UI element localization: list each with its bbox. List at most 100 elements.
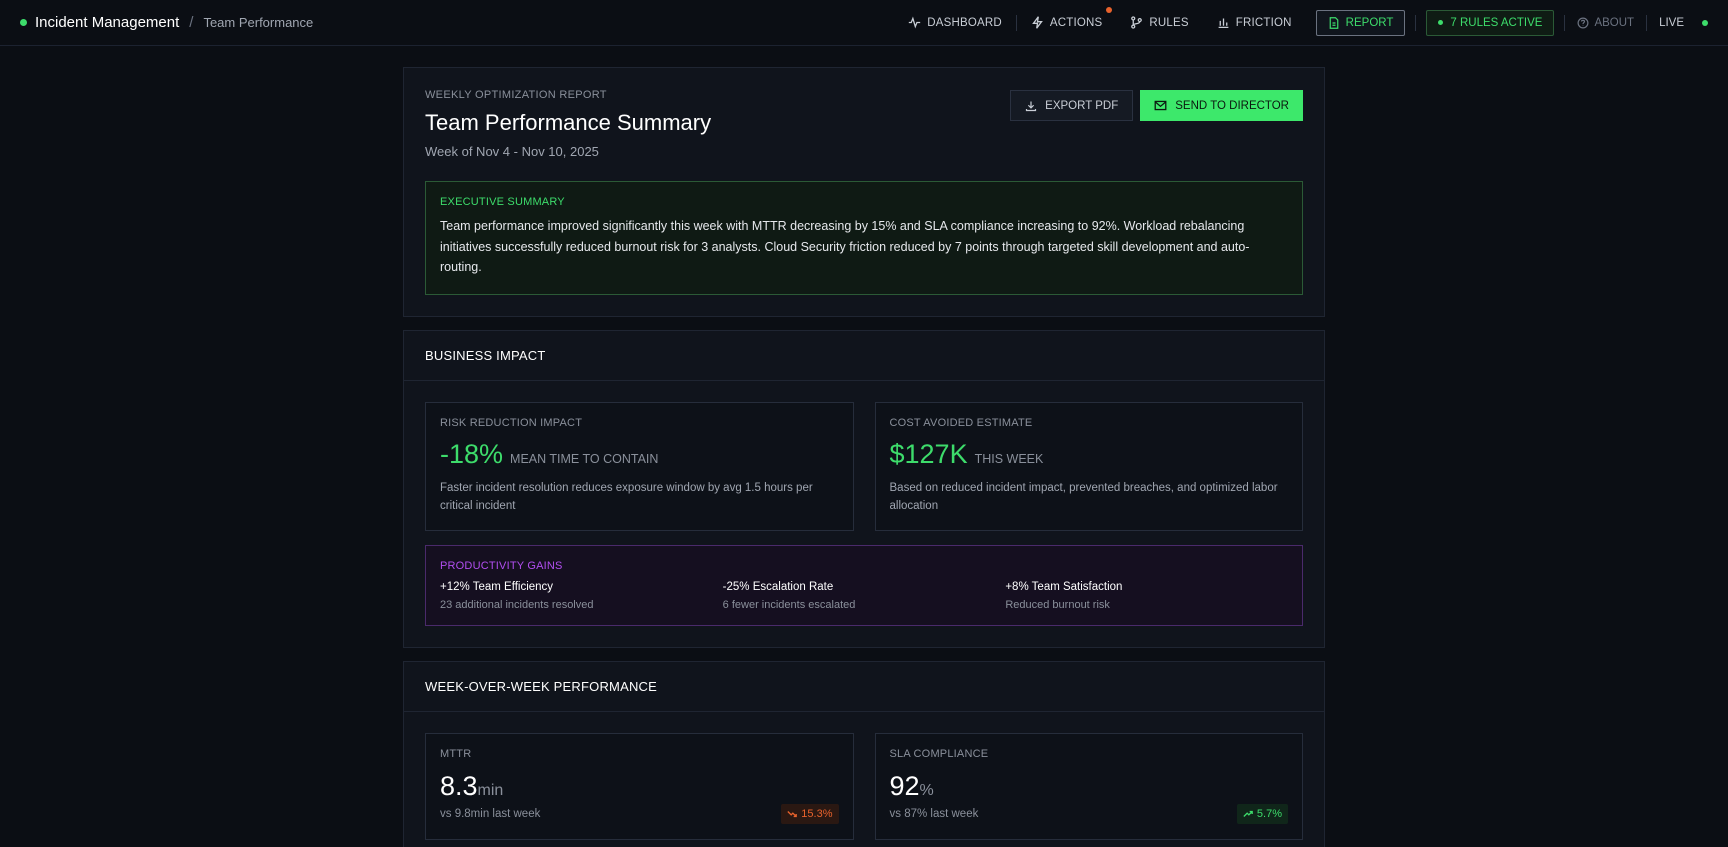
report-label: REPORT [1345,16,1394,29]
nav-item-friction[interactable]: FRICTION [1203,16,1306,29]
wow-body: MTTR 8.3 min vs 9.8min last week 15.3% [404,712,1324,847]
mail-icon [1154,100,1167,111]
productivity-item: +12% Team Efficiency 23 additional incid… [440,581,723,611]
report-week: Week of Nov 4 - Nov 10, 2025 [425,144,599,159]
app-title[interactable]: Incident Management [35,14,180,31]
export-pdf-button[interactable]: EXPORT PDF [1010,90,1134,121]
cost-avoided-unit: THIS WEEK [974,451,1044,466]
wow-performance-card: WEEK-OVER-WEEK PERFORMANCE MTTR 8.3 min … [403,660,1325,847]
nav-divider [1015,14,1017,31]
sla-label: SLA COMPLIANCE [889,747,989,760]
sla-card: SLA COMPLIANCE 92 % vs 87% last week 5.7… [874,732,1303,840]
report-eyebrow: WEEKLY OPTIMIZATION REPORT [425,89,607,101]
send-to-director-button[interactable]: SEND TO DIRECTOR [1140,90,1303,121]
branch-icon [1131,16,1143,29]
cost-avoided-desc: Based on reduced incident impact, preven… [889,481,1278,512]
productivity-item-sub: Reduced burnout risk [1005,598,1110,611]
mttr-row: 8.3 min [440,771,839,802]
bolt-icon [1032,16,1043,29]
mttr-vs: vs 9.8min last week [440,807,541,820]
page-title: Team Performance Summary [425,110,712,135]
productivity-item: +8% Team Satisfaction Reduced burnout ri… [1005,581,1288,611]
nav-item-label: DASHBOARD [927,16,1002,29]
report-header: WEEKLY OPTIMIZATION REPORT Team Performa… [425,89,1303,159]
live-indicator: LIVE [1647,17,1708,29]
sla-row: 92 % [890,771,1289,802]
business-impact-heading: BUSINESS IMPACT [404,331,1324,381]
sla-footer: vs 87% last week 5.7% [889,803,1288,824]
nav-item-dashboard[interactable]: DASHBOARD [894,16,1016,29]
nav-item-label: FRICTION [1235,16,1292,29]
productivity-item-sub: 6 fewer incidents escalated [722,598,856,611]
report-button[interactable]: REPORT [1315,9,1406,36]
productivity-item-title: -25% Escalation Rate [722,580,834,593]
notification-dot [1106,7,1113,13]
mttr-label: MTTR [440,747,472,760]
download-icon [1026,101,1037,111]
mttr-value: 8.3 [440,770,478,801]
mttr-unit: min [477,781,504,799]
productivity-item-title: +8% Team Satisfaction [1005,580,1123,593]
risk-reduction-value: -18% [440,438,504,469]
mttr-change: 15.3% [801,807,833,820]
risk-reduction-card: RISK REDUCTION IMPACT -18% MEAN TIME TO … [425,401,854,531]
help-icon [1577,17,1589,28]
live-dot [1702,19,1708,26]
nav-divider [1646,14,1648,31]
impact-grid: RISK REDUCTION IMPACT -18% MEAN TIME TO … [425,401,1303,531]
sla-value: 92 [889,770,920,801]
bar-chart-icon [1218,18,1229,29]
mttr-change-badge: 15.3% [781,803,839,824]
send-to-director-label: SEND TO DIRECTOR [1175,99,1289,112]
trend-down-icon [787,810,798,817]
rules-dot [1438,20,1444,25]
executive-summary-text: Team performance improved significantly … [440,219,1250,274]
document-icon [1329,16,1339,29]
breadcrumb: Incident Management / Team Performance [20,14,313,31]
risk-reduction-row: -18% MEAN TIME TO CONTAIN [440,439,839,470]
rules-active-badge[interactable]: 7 RULES ACTIVE [1426,9,1555,36]
trend-up-icon [1243,810,1253,817]
cost-avoided-card: COST AVOIDED ESTIMATE $127K THIS WEEK Ba… [874,401,1303,531]
report-actions: EXPORT PDF SEND TO DIRECTOR [1010,90,1303,121]
main-content: WEEKLY OPTIMIZATION REPORT Team Performa… [403,67,1325,847]
nav-menu: DASHBOARD ACTIONS RULES FRICTION REPORT … [894,7,1708,36]
productivity-grid: +12% Team Efficiency 23 additional incid… [440,581,1288,611]
business-impact-body: RISK REDUCTION IMPACT -18% MEAN TIME TO … [404,381,1324,647]
breadcrumb-separator: / [189,14,194,31]
nav-item-label: RULES [1149,16,1189,29]
cost-avoided-row: $127K THIS WEEK [890,439,1289,470]
business-impact-card: BUSINESS IMPACT RISK REDUCTION IMPACT -1… [403,329,1325,648]
sla-change: 5.7% [1256,807,1282,820]
wow-grid: MTTR 8.3 min vs 9.8min last week 15.3% [425,732,1303,840]
risk-reduction-desc: Faster incident resolution reduces expos… [440,481,813,512]
productivity-item: -25% Escalation Rate 6 fewer incidents e… [723,581,1006,611]
nav-divider [1415,14,1417,31]
about-label: ABOUT [1594,16,1635,29]
sla-vs: vs 87% last week [889,807,979,820]
wow-heading: WEEK-OVER-WEEK PERFORMANCE [404,662,1324,712]
nav-item-rules[interactable]: RULES [1116,16,1202,29]
top-nav: Incident Management / Team Performance D… [0,0,1728,46]
about-link[interactable]: ABOUT [1565,17,1646,29]
status-dot [20,19,27,26]
executive-summary: EXECUTIVE SUMMARY Team performance impro… [425,181,1303,295]
mttr-footer: vs 9.8min last week 15.3% [440,803,839,824]
pulse-icon [909,16,921,29]
nav-item-label: ACTIONS [1049,16,1103,29]
productivity-item-sub: 23 additional incidents resolved [440,598,594,611]
live-label: LIVE [1659,16,1684,29]
cost-avoided-label: COST AVOIDED ESTIMATE [889,416,1033,429]
productivity-gains: PRODUCTIVITY GAINS +12% Team Efficiency … [425,544,1303,626]
nav-item-actions[interactable]: ACTIONS [1017,7,1117,29]
productivity-item-title: +12% Team Efficiency [440,580,554,593]
export-pdf-label: EXPORT PDF [1045,99,1119,112]
nav-divider [1564,14,1566,31]
cost-avoided-value: $127K [889,438,968,469]
mttr-card: MTTR 8.3 min vs 9.8min last week 15.3% [425,732,854,840]
report-title-block: WEEKLY OPTIMIZATION REPORT Team Performa… [425,89,711,159]
productivity-gains-label: PRODUCTIVITY GAINS [440,559,563,572]
report-card: WEEKLY OPTIMIZATION REPORT Team Performa… [403,67,1325,317]
sla-unit: % [919,781,934,799]
breadcrumb-current: Team Performance [203,15,314,30]
